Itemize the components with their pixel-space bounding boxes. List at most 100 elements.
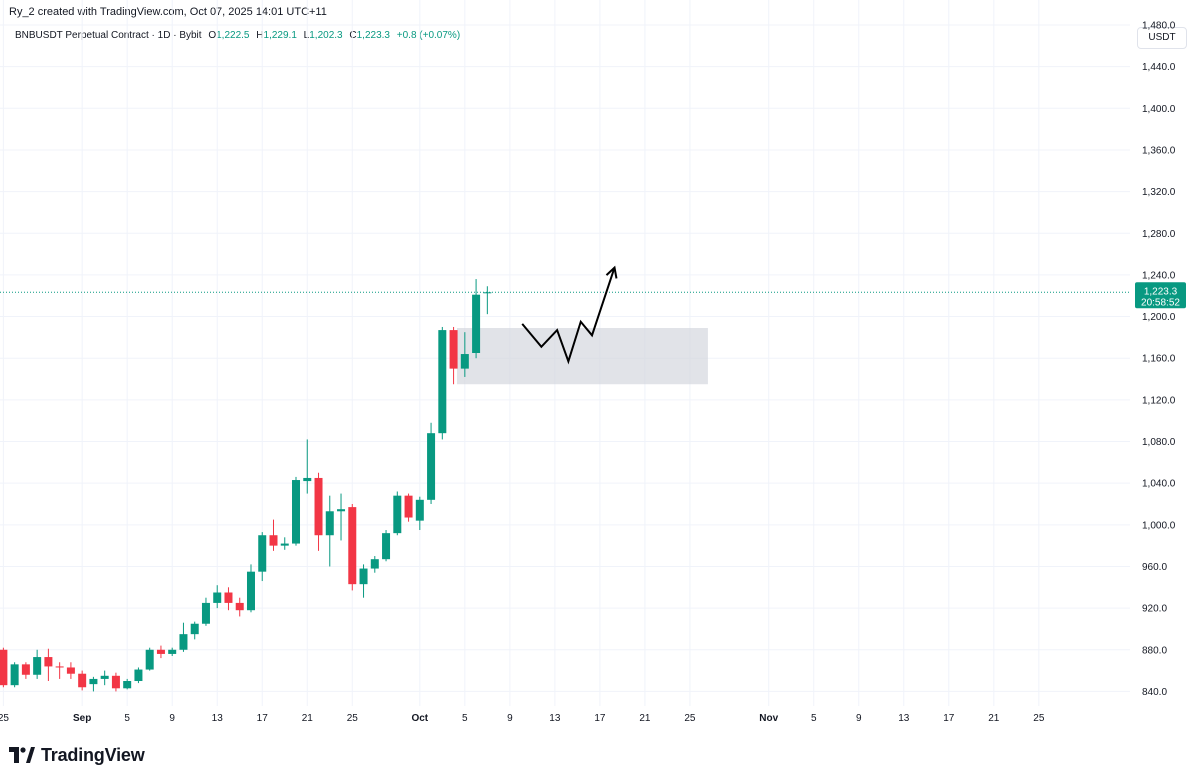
high-value: 1,229.1	[263, 30, 297, 41]
projection-arrowhead	[605, 265, 618, 279]
candle-body	[201, 602, 210, 624]
high-key: H	[256, 30, 264, 41]
x-tick-label: 17	[594, 713, 606, 724]
close-key: C	[349, 30, 357, 41]
x-tick-label: 25	[0, 713, 9, 724]
x-tick-month-label: Sep	[73, 713, 91, 724]
y-tick-label: 840.0	[1142, 687, 1167, 698]
candle-body	[382, 533, 391, 560]
x-tick-label: 13	[212, 713, 224, 724]
candle-body	[10, 664, 19, 686]
tradingview-logo-icon	[9, 747, 35, 763]
candle-body	[123, 681, 132, 689]
y-tick-label: 880.0	[1142, 645, 1167, 656]
support-zone	[456, 328, 708, 385]
candle-body	[404, 495, 413, 518]
candle-body	[280, 543, 289, 546]
candle-body	[438, 330, 447, 434]
y-tick-label: 1,240.0	[1142, 270, 1176, 281]
candle-body	[224, 592, 233, 603]
candle-body	[190, 623, 199, 635]
currency-unit-button[interactable]: USDT	[1137, 27, 1187, 49]
y-tick-label: 1,360.0	[1142, 145, 1176, 156]
candle-body	[0, 649, 8, 686]
change-value: +0.8 (+0.07%)	[396, 30, 461, 41]
candle-body	[460, 354, 469, 369]
candle-body	[359, 568, 368, 585]
candle-body	[111, 675, 120, 689]
open-key: O	[208, 30, 217, 41]
x-tick-label: 5	[811, 713, 817, 724]
x-tick-month-label: Oct	[411, 713, 428, 724]
candle-body	[415, 499, 424, 521]
candle-body	[303, 477, 312, 482]
last-price-label: 1,223.3	[1144, 286, 1178, 297]
symbol-legend: BNBUSDT Perpetual Contract · 1D · Bybit …	[15, 30, 460, 41]
candle-body	[89, 678, 98, 685]
candle-body	[246, 571, 255, 611]
y-tick-label: 1,320.0	[1142, 187, 1176, 198]
candle-body	[66, 667, 75, 674]
x-tick-label: 9	[507, 713, 513, 724]
y-tick-label: 1,440.0	[1142, 62, 1176, 73]
candle-body	[55, 666, 64, 668]
x-tick-label: 5	[462, 713, 468, 724]
projection-arrow-line	[521, 267, 616, 365]
y-tick-label: 1,120.0	[1142, 395, 1176, 406]
candle-body	[483, 292, 492, 294]
x-tick-label: 9	[169, 713, 175, 724]
x-tick-label: 5	[124, 713, 130, 724]
bar-countdown-label: 20:58:52	[1141, 297, 1180, 308]
x-tick-label: 9	[856, 713, 862, 724]
open-value: 1,222.5	[216, 30, 250, 41]
candle-body	[269, 535, 278, 546]
y-tick-label: 1,480.0	[1142, 20, 1176, 31]
candle-body	[44, 657, 53, 667]
y-tick-label: 1,280.0	[1142, 229, 1176, 240]
y-tick-label: 1,400.0	[1142, 104, 1176, 115]
tradingview-wordmark: TradingView	[41, 744, 145, 765]
candle-body	[325, 511, 334, 536]
last-price-badge	[1135, 282, 1186, 309]
candle-body	[156, 649, 165, 654]
candle-body	[213, 592, 222, 603]
candle-body	[168, 649, 177, 654]
candle-body	[472, 294, 481, 353]
candle-body	[370, 559, 379, 569]
tradingview-logo[interactable]: TradingView	[9, 743, 145, 767]
x-tick-month-label: Nov	[759, 713, 778, 724]
low-key: L	[303, 30, 310, 41]
y-tick-label: 920.0	[1142, 604, 1167, 615]
x-tick-label: 25	[1033, 713, 1045, 724]
candle-body	[21, 664, 30, 675]
candle-body	[100, 675, 109, 679]
y-tick-label: 1,080.0	[1142, 437, 1176, 448]
candle-body	[78, 673, 87, 688]
x-tick-label: 17	[257, 713, 269, 724]
y-tick-label: 1,200.0	[1142, 312, 1176, 323]
x-tick-label: 17	[943, 713, 955, 724]
symbol-name[interactable]: BNBUSDT Perpetual Contract · 1D · Bybit	[15, 30, 202, 41]
candle-body	[348, 507, 357, 585]
y-tick-label: 960.0	[1142, 562, 1167, 573]
y-tick-label: 1,000.0	[1142, 520, 1176, 531]
chart-caption: Ry_2 created with TradingView.com, Oct 0…	[9, 6, 327, 18]
x-tick-label: 21	[639, 713, 651, 724]
close-value: 1,223.3	[356, 30, 390, 41]
y-tick-label: 1,160.0	[1142, 354, 1176, 365]
candle-body	[33, 657, 42, 675]
candle-body	[314, 477, 323, 536]
candle-body	[292, 480, 301, 544]
candle-body	[393, 495, 402, 534]
candle-body	[134, 669, 143, 682]
candle-body	[258, 535, 267, 572]
y-tick-label: 1,040.0	[1142, 479, 1176, 490]
x-tick-label: 25	[347, 713, 359, 724]
candle-body	[427, 433, 436, 500]
x-tick-label: 21	[302, 713, 314, 724]
x-tick-label: 25	[684, 713, 696, 724]
candle-body	[235, 602, 244, 611]
x-tick-label: 13	[549, 713, 561, 724]
low-value: 1,202.3	[309, 30, 343, 41]
